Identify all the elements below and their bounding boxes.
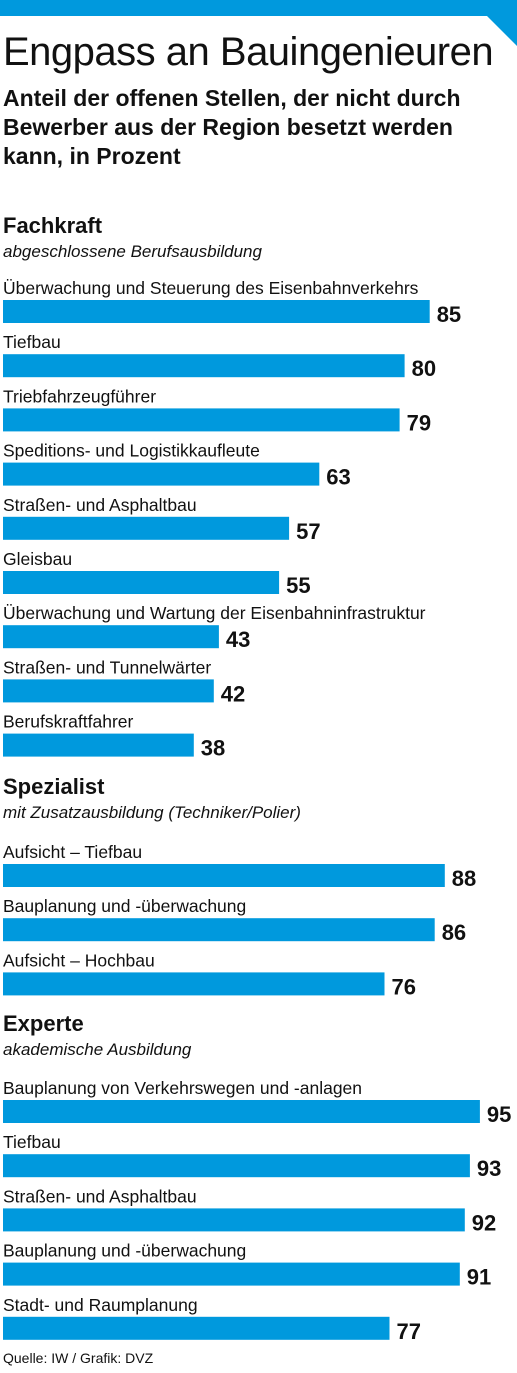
category-label: Straßen- und Tunnelwärter xyxy=(3,657,211,677)
bar xyxy=(3,1316,390,1340)
bar xyxy=(3,1100,480,1123)
category-label: Bauplanung und -überwachung xyxy=(3,1241,246,1261)
value-label: 76 xyxy=(392,974,416,999)
bar xyxy=(3,462,320,486)
value-label: 42 xyxy=(221,681,245,706)
bar xyxy=(3,625,219,649)
value-label: 63 xyxy=(326,465,350,490)
category-label: Berufskraftfahrer xyxy=(3,712,133,732)
value-label: 43 xyxy=(226,627,250,652)
category-label: Aufsicht – Tiefbau xyxy=(3,842,142,862)
category-label: Straßen- und Asphaltbau xyxy=(3,495,197,515)
category-label: Gleisbau xyxy=(3,549,72,569)
value-label: 85 xyxy=(437,302,461,327)
category-label: Speditions- und Logistikkaufleute xyxy=(3,441,260,461)
bar xyxy=(3,354,405,378)
bar xyxy=(3,571,280,594)
group-title: Experte xyxy=(3,1011,84,1036)
value-label: 93 xyxy=(477,1156,501,1181)
bar xyxy=(3,1154,470,1178)
bar xyxy=(3,972,385,996)
bar xyxy=(3,864,445,887)
chart-title: Engpass an Bauingenieuren xyxy=(3,30,494,74)
category-label: Überwachung und Wartung der Eisenbahninf… xyxy=(3,603,426,623)
bar xyxy=(3,516,290,540)
group-description: abgeschlossene Berufsausbildung xyxy=(3,242,263,261)
bar xyxy=(3,918,435,942)
group-description: akademische Ausbildung xyxy=(3,1040,192,1059)
value-label: 79 xyxy=(407,410,431,435)
bar xyxy=(3,1262,460,1286)
group-title: Fachkraft xyxy=(3,213,103,238)
value-label: 57 xyxy=(296,519,320,544)
top-accent-bar xyxy=(0,0,517,16)
category-label: Triebfahrzeugführer xyxy=(3,386,156,406)
category-label: Straßen- und Asphaltbau xyxy=(3,1186,197,1206)
group-title: Spezialist xyxy=(3,774,105,799)
category-label: Stadt- und Raumplanung xyxy=(3,1295,198,1315)
source-note: Quelle: IW / Grafik: DVZ xyxy=(3,1350,154,1366)
value-label: 55 xyxy=(286,573,310,598)
category-label: Tiefbau xyxy=(3,332,61,352)
value-label: 77 xyxy=(397,1319,421,1344)
category-label: Tiefbau xyxy=(3,1132,61,1152)
category-label: Bauplanung und -überwachung xyxy=(3,896,246,916)
bar xyxy=(3,733,194,757)
value-label: 88 xyxy=(452,866,476,891)
value-label: 92 xyxy=(472,1210,496,1235)
bar xyxy=(3,679,214,703)
value-label: 86 xyxy=(442,920,466,945)
category-label: Bauplanung von Verkehrswegen und -anlage… xyxy=(3,1078,362,1098)
category-label: Überwachung und Steuerung des Eisenbahnv… xyxy=(3,278,419,298)
value-label: 91 xyxy=(467,1265,491,1290)
bar xyxy=(3,300,430,323)
bar xyxy=(3,1208,465,1232)
category-label: Aufsicht – Hochbau xyxy=(3,950,155,970)
value-label: 38 xyxy=(201,736,225,761)
value-label: 80 xyxy=(412,356,436,381)
chart-subtitle: Anteil der offenen Stellen, der nicht du… xyxy=(3,85,461,169)
bar xyxy=(3,408,400,432)
group-description: mit Zusatzausbildung (Techniker/Polier) xyxy=(3,803,301,822)
value-label: 95 xyxy=(487,1102,511,1127)
